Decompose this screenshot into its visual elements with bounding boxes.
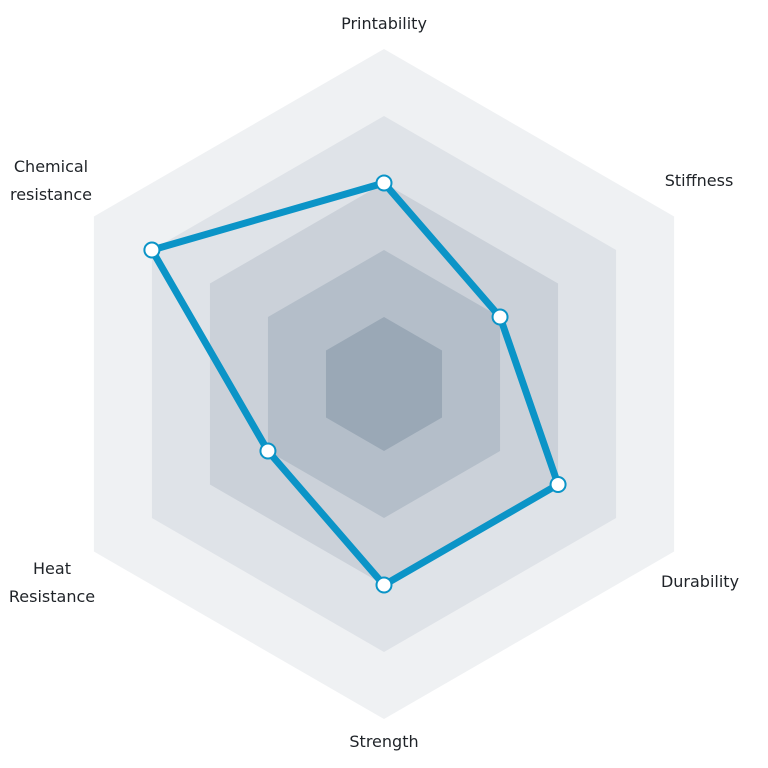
axis-label-heat-resistance: Heat Resistance (9, 559, 95, 606)
axis-label-line: Chemical (14, 157, 88, 176)
data-point-strength[interactable] (375, 576, 393, 594)
data-point-stiffness[interactable] (491, 308, 509, 326)
axis-label-line: resistance (10, 185, 92, 204)
axis-label-stiffness: Stiffness (665, 171, 734, 190)
data-point-printability[interactable] (375, 174, 393, 192)
axis-label-durability: Durability (661, 572, 739, 591)
data-point-heat-resistance[interactable] (259, 442, 277, 460)
axis-label-line: Heat (33, 559, 71, 578)
axis-label-line: Resistance (9, 587, 95, 606)
axis-label-line: Durability (661, 572, 739, 591)
data-point-durability[interactable] (549, 476, 567, 493)
axis-label-strength: Strength (349, 732, 418, 751)
axis-label-printability: Printability (341, 14, 427, 33)
radar-axis-labels: Printability Stiffness Durability Strength H… (9, 14, 739, 751)
radar-points-layer (143, 174, 567, 594)
axis-label-line: Stiffness (665, 171, 734, 190)
axis-label-chemical-resistance: Chemical resistance (10, 157, 92, 204)
radar-band-level-1 (325, 317, 443, 451)
axis-label-line: Strength (349, 732, 418, 751)
data-point-chemical-resistance[interactable] (143, 241, 161, 259)
radar-background-bands (93, 49, 675, 719)
axis-label-line: Printability (341, 14, 427, 33)
